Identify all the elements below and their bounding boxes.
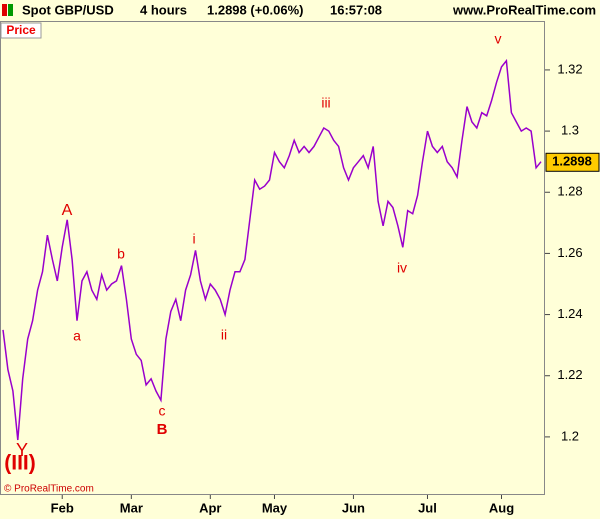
timeframe: 4 hours (140, 2, 187, 17)
wave-label: A (62, 202, 73, 219)
wave-label: (III) (4, 452, 36, 475)
x-tick-label: Aug (489, 500, 514, 515)
x-tick-label: Jun (342, 500, 365, 515)
y-tick-label: 1.2 (561, 428, 579, 443)
wave-label: iv (397, 260, 407, 276)
legend-box (0, 22, 42, 39)
x-tick-label: Apr (199, 500, 221, 515)
x-tick-label: Feb (51, 500, 74, 515)
icon (8, 4, 13, 16)
x-tick-label: Mar (120, 500, 143, 515)
plot-frame (0, 21, 545, 495)
price-change: 1.2898 (+0.06%) (207, 2, 303, 17)
copyright: © ProRealTime.com (4, 484, 94, 495)
wave-label: Y (16, 440, 28, 460)
time: 16:57:08 (330, 2, 382, 17)
wave-label: i (192, 231, 195, 247)
y-tick-label: 1.26 (557, 245, 582, 260)
legend-label: Price (6, 23, 36, 37)
last-price-box (545, 152, 600, 172)
y-tick-label: 1.3 (561, 123, 579, 138)
x-tick-label: May (262, 500, 288, 515)
last-price-label: 1.2898 (552, 154, 592, 169)
price-line (2, 58, 542, 441)
wave-label: a (73, 328, 81, 344)
y-tick-label: 1.22 (557, 367, 582, 382)
y-tick-label: 1.24 (557, 306, 582, 321)
icon (2, 4, 7, 16)
y-tick-label: 1.28 (557, 184, 582, 199)
wave-label: c (159, 403, 166, 419)
title: Spot GBP/USD (22, 2, 114, 17)
y-tick-label: 1.32 (557, 61, 582, 76)
wave-label: ii (221, 327, 227, 343)
wave-label: v (495, 31, 502, 47)
x-tick-label: Jul (418, 500, 437, 515)
source: www.ProRealTime.com (452, 2, 596, 17)
wave-label: b (117, 246, 125, 262)
wave-label: iii (321, 95, 330, 111)
wave-label: B (157, 421, 168, 438)
